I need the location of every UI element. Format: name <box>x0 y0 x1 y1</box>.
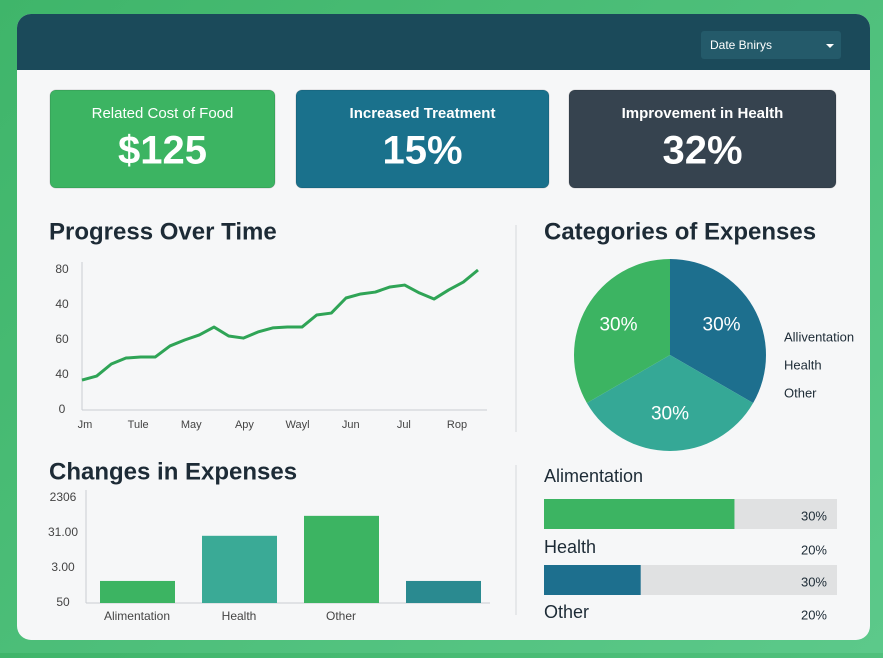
y-tick-label: 0 <box>59 402 66 416</box>
line <box>81 268 479 382</box>
kpi-label: Improvement in Health <box>622 105 784 122</box>
progress-label: Other <box>544 602 589 622</box>
x-tick-label: Jun <box>342 419 360 431</box>
x-tick-label: Apy <box>235 419 254 431</box>
slice-label: 30% <box>599 314 637 335</box>
kpi-label: Related Cost of Food <box>92 105 234 122</box>
y-tick-label: 31.00 <box>48 525 78 539</box>
legend-label: Other <box>784 385 817 400</box>
pie-slice <box>670 259 766 403</box>
bar <box>304 515 379 603</box>
y-tick-label: 40 <box>55 367 69 381</box>
y-tick-label: 2306 <box>50 490 77 504</box>
progress-percent: 20% <box>801 542 827 557</box>
dropdown-label[interactable]: Date Bnirys <box>710 38 772 52</box>
chart-title: Progress Over Time <box>49 218 277 245</box>
y-tick-label: 80 <box>55 262 69 276</box>
x-tick-label: Health <box>222 609 257 623</box>
progress-fill <box>544 565 641 595</box>
kpi-card <box>295 89 550 189</box>
kpi-card <box>49 89 276 189</box>
pie-slice <box>574 259 670 403</box>
kpi-label: Increased Treatment <box>350 105 496 122</box>
x-tick-label: May <box>181 419 202 431</box>
y-tick-label: 50 <box>56 595 70 609</box>
y-tick-label: 40 <box>55 297 69 311</box>
slice-label: 30% <box>651 404 689 425</box>
progress-fill <box>544 499 735 529</box>
kpi-value: 32% <box>662 129 742 173</box>
kpi-card <box>568 89 837 189</box>
bar <box>100 580 175 603</box>
dropdown-arrow <box>826 44 834 48</box>
y-tick-label: 3.00 <box>51 560 75 574</box>
bar <box>406 580 481 603</box>
legend-label: Health <box>784 357 822 372</box>
dropdown[interactable] <box>701 31 841 59</box>
x-tick-label: Wayl <box>286 419 310 431</box>
x-tick-label: Alimentation <box>104 609 170 623</box>
progress-percent: 30% <box>801 508 827 523</box>
chart-title: Changes in Expenses <box>49 458 297 485</box>
y-tick-label: 60 <box>55 332 69 346</box>
kpi-value: 15% <box>382 129 462 173</box>
x-tick-label: Jm <box>78 419 93 431</box>
x-tick-label: Other <box>326 609 356 623</box>
chart-title: Categories of Expenses <box>544 218 816 245</box>
progress-percent: 20% <box>801 607 827 622</box>
progress-label: Health <box>544 537 596 557</box>
slice-label: 30% <box>703 314 741 335</box>
x-tick-label: Tule <box>128 419 149 431</box>
x-tick-label: Rop <box>447 419 467 431</box>
kpi-value: $125 <box>118 129 207 173</box>
legend-label: Alliventation <box>784 329 854 344</box>
x-tick-label: Jul <box>397 419 411 431</box>
header-bar <box>17 14 870 70</box>
bar <box>202 535 277 603</box>
progress-label: Alimentation <box>544 466 643 486</box>
progress-percent: 30% <box>801 574 827 589</box>
